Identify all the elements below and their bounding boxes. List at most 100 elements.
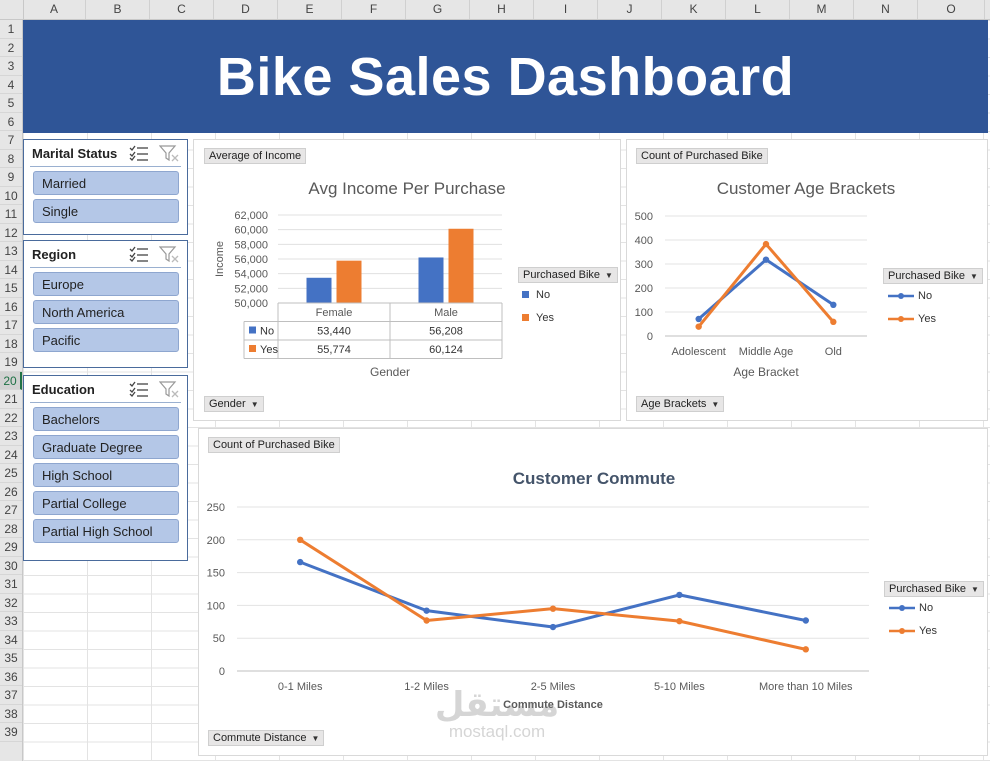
value-field-button[interactable]: Count of Purchased Bike (208, 437, 340, 453)
axis-field-button[interactable]: Age Brackets ▼ (636, 396, 725, 412)
row-header-31[interactable]: 31 (0, 575, 22, 594)
point-yes (423, 617, 430, 624)
slicer-item-europe[interactable]: Europe (33, 272, 179, 296)
row-header-11[interactable]: 11 (0, 205, 22, 224)
column-header-g[interactable]: G (406, 0, 470, 19)
clear-filter-icon[interactable] (159, 145, 179, 162)
row-header-24[interactable]: 24 (0, 446, 22, 464)
y-tick-label: 100 (635, 307, 653, 319)
slicer-item-partial-high-school[interactable]: Partial High School (33, 519, 179, 543)
row-header-4[interactable]: 4 (0, 76, 22, 94)
select-all-corner[interactable] (0, 0, 24, 19)
column-header-i[interactable]: I (534, 0, 598, 19)
row-header-13[interactable]: 13 (0, 242, 22, 261)
row-header-33[interactable]: 33 (0, 612, 22, 631)
income-chart-panel[interactable]: Average of Income Avg Income Per Purchas… (193, 139, 621, 421)
row-header-7[interactable]: 7 (0, 131, 22, 150)
column-header-j[interactable]: J (598, 0, 662, 19)
slicer-item-graduate-degree[interactable]: Graduate Degree (33, 435, 179, 459)
row-header-29[interactable]: 29 (0, 538, 22, 557)
clear-filter-icon[interactable] (159, 246, 179, 263)
region-slicer[interactable]: Region Europe North America Pacific (23, 240, 188, 368)
row-header-28[interactable]: 28 (0, 520, 22, 538)
row-header-2[interactable]: 2 (0, 39, 22, 57)
series-line-yes (299, 538, 807, 651)
watermark: مستقل mostaql.com (432, 688, 562, 742)
legend-field-button[interactable]: Purchased Bike ▼ (883, 268, 983, 284)
row-header-25[interactable]: 25 (0, 464, 22, 483)
y-tick-label: 50 (213, 633, 225, 645)
row-header-27[interactable]: 27 (0, 501, 22, 520)
column-header-e[interactable]: E (278, 0, 342, 19)
row-header-17[interactable]: 17 (0, 316, 22, 335)
column-header-a[interactable]: A (23, 0, 86, 19)
axis-field-button[interactable]: Commute Distance ▼ (208, 730, 325, 746)
slicer-divider (30, 402, 181, 403)
marital-status-slicer[interactable]: Marital Status Married Single (23, 139, 188, 235)
row-header-18[interactable]: 18 (0, 335, 22, 353)
row-header-32[interactable]: 32 (0, 594, 22, 612)
row-header-15[interactable]: 15 (0, 279, 22, 298)
row-header-1[interactable]: 1 (0, 20, 22, 39)
row-header-39[interactable]: 39 (0, 723, 22, 742)
row-header-16[interactable]: 16 (0, 298, 22, 316)
slicer-item-bachelors[interactable]: Bachelors (33, 407, 179, 431)
row-header-35[interactable]: 35 (0, 649, 22, 668)
row-header-23[interactable]: 23 (0, 427, 22, 446)
row-header-38[interactable]: 38 (0, 705, 22, 723)
multi-select-icon[interactable] (129, 145, 149, 162)
row-header-36[interactable]: 36 (0, 668, 22, 686)
column-header-o[interactable]: O (918, 0, 985, 19)
row-header-5[interactable]: 5 (0, 94, 22, 113)
y-tick-label: 62,000 (234, 210, 268, 222)
slicer-item-high-school[interactable]: High School (33, 463, 179, 487)
column-header-h[interactable]: H (470, 0, 534, 19)
column-header-k[interactable]: K (662, 0, 726, 19)
slicer-item-married[interactable]: Married (33, 171, 179, 195)
row-header-14[interactable]: 14 (0, 261, 22, 279)
multi-select-icon[interactable] (129, 246, 149, 263)
row-header-8[interactable]: 8 (0, 150, 22, 168)
y-tick-label: 200 (207, 535, 225, 547)
dashboard-title: Bike Sales Dashboard (216, 46, 795, 107)
row-header-22[interactable]: 22 (0, 409, 22, 427)
multi-select-icon[interactable] (129, 381, 149, 398)
row-header-34[interactable]: 34 (0, 631, 22, 649)
slicer-item-single[interactable]: Single (33, 199, 179, 223)
legend-field-button[interactable]: Purchased Bike ▼ (884, 581, 984, 597)
education-slicer[interactable]: Education Bachelors Graduate Degree High… (23, 375, 188, 561)
slicer-item-pacific[interactable]: Pacific (33, 328, 179, 352)
column-header-n[interactable]: N (854, 0, 918, 19)
value-field-button[interactable]: Average of Income (204, 148, 307, 164)
column-header-f[interactable]: F (342, 0, 406, 19)
column-header-b[interactable]: B (86, 0, 150, 19)
row-header-37[interactable]: 37 (0, 686, 22, 705)
dashboard-banner[interactable]: Bike Sales Dashboard (23, 20, 988, 133)
legend-field-button[interactable]: Purchased Bike ▼ (518, 267, 618, 283)
row-header-21[interactable]: 21 (0, 390, 22, 409)
point-yes (297, 536, 304, 543)
slicer-item-north-america[interactable]: North America (33, 300, 179, 324)
row-header-6[interactable]: 6 (0, 113, 22, 131)
age-chart-panel[interactable]: Count of Purchased Bike Customer Age Bra… (626, 139, 988, 421)
clear-filter-icon[interactable] (159, 381, 179, 398)
column-header-d[interactable]: D (214, 0, 278, 19)
row-header-12[interactable]: 12 (0, 224, 22, 242)
row-header-19[interactable]: 19 (0, 353, 22, 372)
x-category-label: Female (316, 307, 353, 319)
commute-chart-panel[interactable]: Count of Purchased Bike Customer Commute… (198, 428, 988, 756)
slicer-item-partial-college[interactable]: Partial College (33, 491, 179, 515)
point-yes (549, 605, 557, 612)
column-header-m[interactable]: M (790, 0, 854, 19)
row-header-3[interactable]: 3 (0, 57, 22, 76)
row-header-26[interactable]: 26 (0, 483, 22, 501)
axis-field-button[interactable]: Gender ▼ (204, 396, 264, 412)
row-header-30[interactable]: 30 (0, 557, 22, 575)
column-header-l[interactable]: L (726, 0, 790, 19)
value-field-button[interactable]: Count of Purchased Bike (636, 148, 768, 164)
row-header-9[interactable]: 9 (0, 168, 22, 187)
row-header-20[interactable]: 20 (0, 371, 22, 390)
row-header-10[interactable]: 10 (0, 187, 22, 205)
column-header-c[interactable]: C (150, 0, 214, 19)
